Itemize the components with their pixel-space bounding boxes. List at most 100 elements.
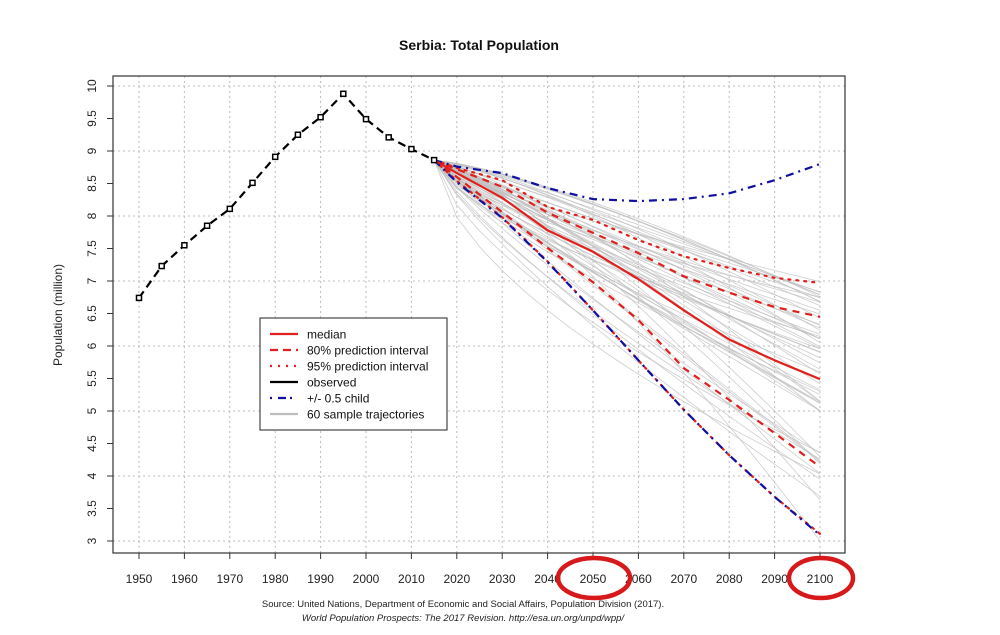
- observed-point: [203, 222, 211, 229]
- sample-trajectory: [433, 159, 821, 501]
- y-tick-label: 5: [85, 407, 99, 414]
- sample-trajectory: [433, 159, 821, 453]
- observed-point: [226, 205, 234, 213]
- y-tick-label: 8: [85, 212, 99, 219]
- sample-trajectory: [433, 159, 821, 454]
- grid: [113, 76, 845, 553]
- x-tick-label: 2010: [398, 572, 425, 586]
- y-tick-label: 9: [85, 147, 99, 154]
- legend-box: [259, 317, 448, 431]
- sample-trajectory: [433, 159, 821, 475]
- observed-point: [340, 90, 347, 98]
- y-tick-label: 7: [85, 277, 99, 284]
- series-lines: [138, 92, 822, 536]
- x-tick-label: 2100: [807, 572, 834, 586]
- observed-points: [135, 90, 438, 302]
- source-line-1: Source: United Nations, Department of Ec…: [262, 599, 664, 610]
- sample-trajectory: [433, 159, 821, 329]
- legend-label: 60 sample trajectories: [307, 408, 424, 422]
- observed-point: [385, 134, 392, 141]
- sample-trajectory: [433, 159, 821, 411]
- observed-point: [430, 156, 438, 164]
- sample-trajectory: [433, 159, 821, 347]
- observed-point: [362, 115, 370, 123]
- x-tick-label: 2040: [534, 572, 561, 586]
- y-tick-label: 4: [85, 472, 99, 479]
- legend-label: median: [307, 328, 346, 342]
- chart-title: Serbia: Total Population: [399, 37, 559, 53]
- y-tick-label: 8.5: [85, 175, 99, 192]
- highlight-circle: [555, 555, 633, 601]
- sample-trajectory: [433, 159, 821, 463]
- observed-point: [271, 153, 279, 161]
- y-tick-label: 3.5: [85, 500, 99, 517]
- x-tick-label: 2000: [353, 572, 380, 586]
- x-axis: 1950 1960 1970 1980 1990 2000 2010 2020 2030 2040…: [126, 553, 834, 586]
- x-tick-label: 1960: [171, 572, 198, 586]
- highlight-circle: [786, 555, 856, 601]
- sample-trajectory: [433, 159, 821, 460]
- x-tick-label: 1990: [307, 572, 334, 586]
- legend-label: observed: [307, 376, 356, 390]
- series-observed: [138, 92, 435, 299]
- plot-frame: [112, 75, 846, 554]
- observed-point: [317, 113, 324, 121]
- legend: median 80% prediction interval 95% predict…: [259, 317, 448, 431]
- source-line-2: World Population Prospects: The 2017 Rev…: [302, 613, 625, 624]
- x-tick-label: 2050: [580, 572, 607, 586]
- series-80-upper: [433, 159, 821, 318]
- y-tick-label: 4.5: [85, 435, 99, 452]
- observed-point: [135, 294, 143, 302]
- y-tick-label: 7.5: [85, 240, 99, 257]
- sample-trajectory: [433, 159, 821, 306]
- x-tick-label: 2070: [670, 572, 697, 586]
- x-tick-label: 2080: [716, 572, 743, 586]
- sample-trajectory: [434, 159, 821, 319]
- observed-point: [158, 262, 165, 270]
- series-80-lower: [433, 159, 821, 468]
- sample-trajectory: [433, 159, 821, 395]
- x-tick-label: 2090: [761, 572, 788, 586]
- sample-trajectory: [434, 159, 821, 402]
- series-0-5-child: [433, 159, 821, 536]
- sample-trajectory: [433, 159, 821, 480]
- sample-trajectory: [433, 159, 821, 385]
- x-tick-label: 1970: [216, 572, 243, 586]
- y-tick-label: 6.5: [85, 305, 99, 322]
- sample-trajectory: [433, 159, 821, 350]
- sample-trajectory: [433, 159, 821, 474]
- y-tick-label: 6: [85, 342, 99, 349]
- y-tick-label: 5.5: [85, 370, 99, 387]
- legend-label: 95% prediction interval: [307, 360, 428, 374]
- x-tick-label: 1950: [126, 572, 153, 586]
- sample-trajectory: [433, 159, 821, 283]
- annotations: [555, 555, 856, 601]
- series-median: [433, 159, 821, 381]
- x-tick-label: 2030: [489, 572, 516, 586]
- observed-point: [408, 145, 415, 153]
- y-axis-label: Population (million): [51, 264, 65, 366]
- observed-point: [249, 179, 256, 187]
- sample-trajectory: [433, 159, 821, 465]
- legend-label: 80% prediction interval: [307, 344, 428, 358]
- sample-trajectory: [433, 159, 821, 335]
- sample-trajectory: [434, 159, 821, 344]
- series-95-upper: [433, 159, 822, 284]
- y-tick-label: 3: [85, 537, 99, 544]
- x-tick-label: 2020: [443, 572, 470, 586]
- y-tick-label: 9.5: [85, 110, 99, 127]
- sample-trajectories: [433, 159, 821, 542]
- sample-trajectory: [433, 159, 821, 359]
- y-axis: 3 3.5 4 4.5 5 5.5 6 6.5 7 7.5 8 8.5 9 9.5 10: [85, 79, 113, 544]
- sample-trajectory: [433, 159, 821, 298]
- observed-point: [181, 242, 188, 249]
- observed-point: [294, 131, 302, 138]
- legend-label: +/- 0.5 child: [307, 392, 369, 406]
- sample-trajectory: [433, 159, 821, 457]
- sample-trajectory: [433, 159, 821, 364]
- x-tick-label: 1980: [262, 572, 289, 586]
- y-tick-label: 10: [85, 79, 99, 93]
- series-0-5-child: [433, 159, 821, 203]
- sample-trajectory: [433, 159, 821, 497]
